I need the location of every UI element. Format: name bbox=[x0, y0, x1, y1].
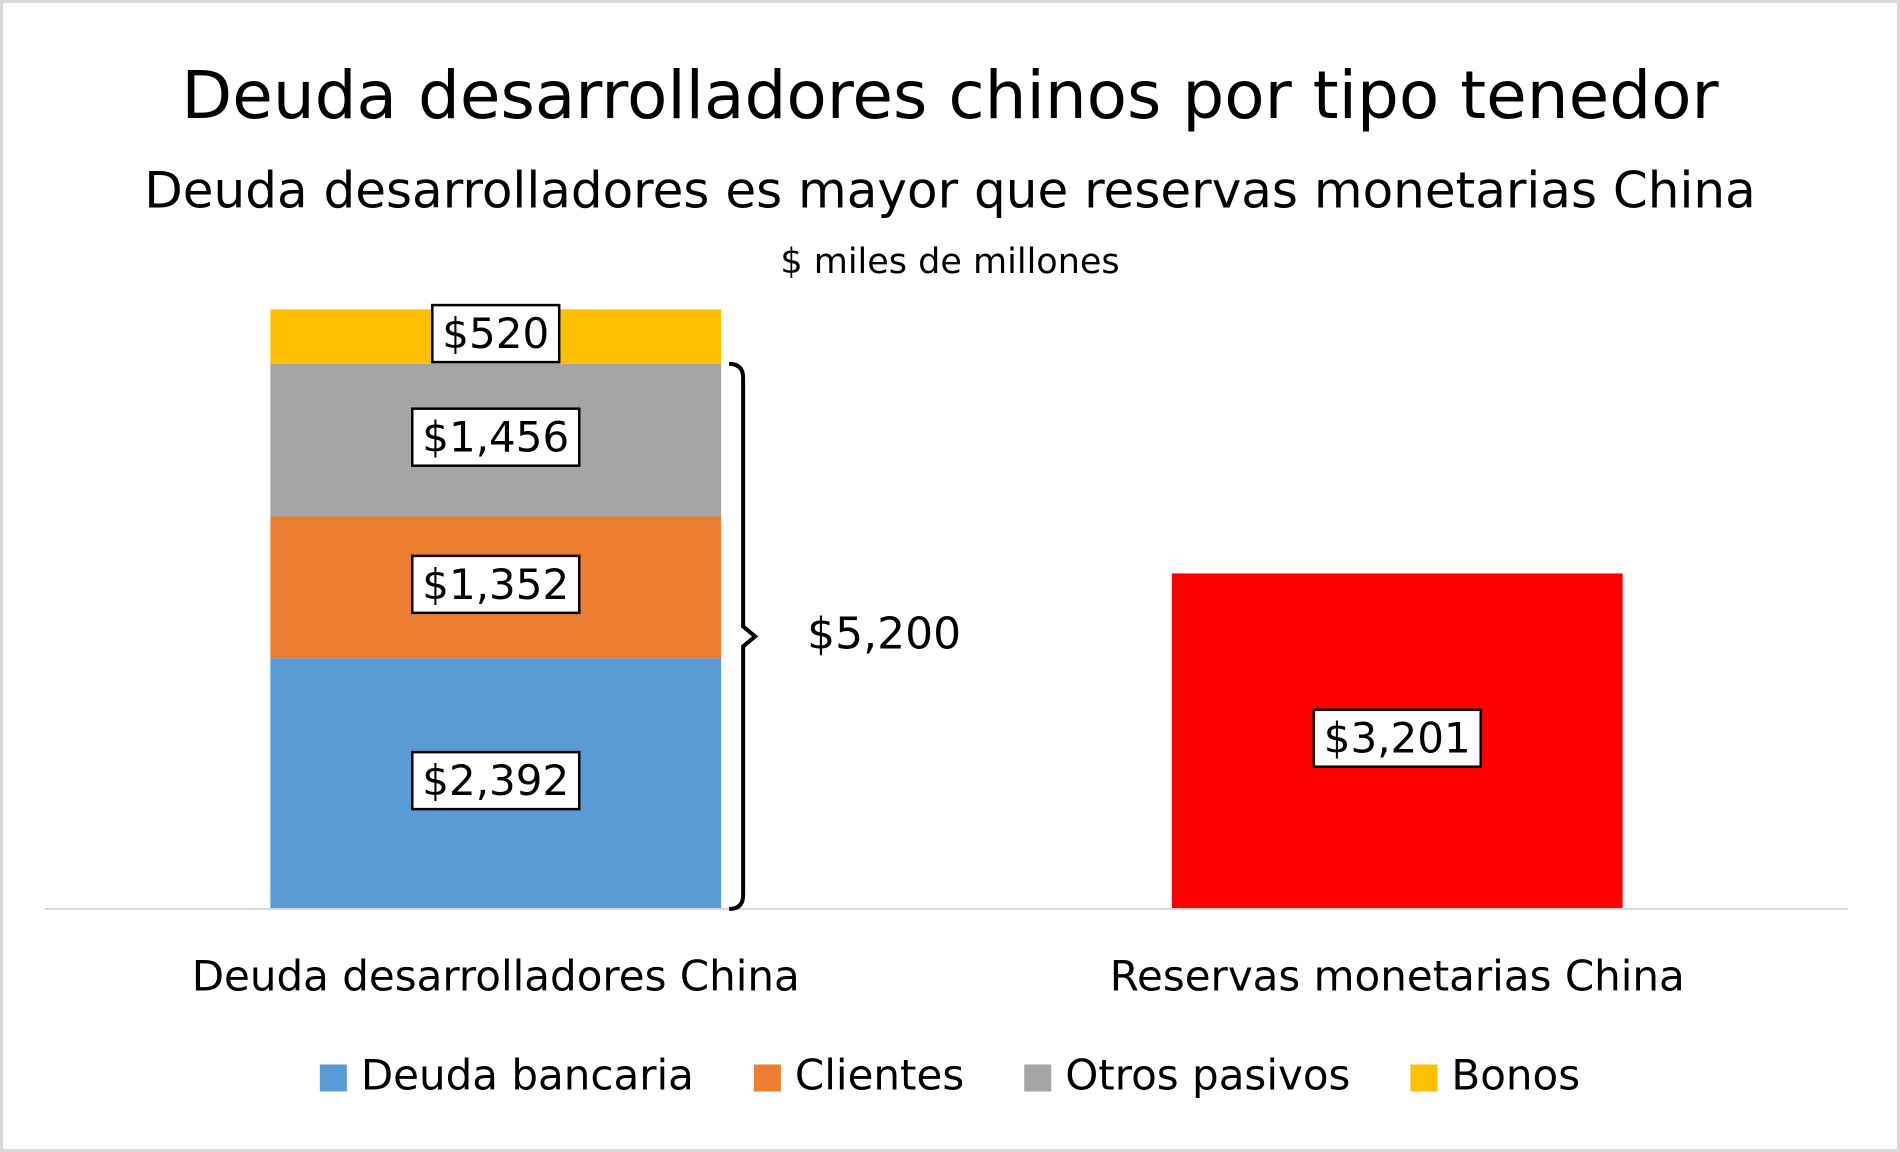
value-label-box bbox=[411, 750, 581, 811]
value-label: $1,352 bbox=[422, 560, 569, 609]
legend-label: Clientes bbox=[795, 1051, 964, 1100]
value-label: $3,201 bbox=[1324, 714, 1471, 763]
value-label: $520 bbox=[442, 309, 549, 358]
x-tick-label: Deuda desarrolladores China bbox=[192, 952, 800, 1001]
legend-label: Otros pasivos bbox=[1065, 1051, 1350, 1100]
value-label-box bbox=[411, 554, 581, 615]
total-label: $5,200 bbox=[807, 608, 961, 659]
unit-label: $ miles de millones bbox=[780, 242, 1119, 282]
x-tick-label: Reservas monetarias China bbox=[1110, 952, 1685, 1001]
chart-title: Deuda desarrolladores chinos por tipo te… bbox=[181, 57, 1719, 134]
legend-label: Bonos bbox=[1451, 1051, 1580, 1100]
legend-swatch bbox=[1410, 1064, 1438, 1092]
total-bracket bbox=[729, 361, 759, 911]
value-label: $1,456 bbox=[422, 413, 569, 462]
chart-subtitle: Deuda desarrolladores es mayor que reser… bbox=[144, 162, 1755, 220]
legend-swatch bbox=[319, 1064, 347, 1092]
value-label: $2,392 bbox=[422, 756, 569, 805]
value-label-box bbox=[431, 303, 561, 364]
value-label-box bbox=[1312, 708, 1482, 768]
legend-swatch bbox=[753, 1064, 781, 1092]
value-label-box bbox=[411, 407, 581, 467]
legend-swatch bbox=[1024, 1064, 1052, 1092]
legend-label: Deuda bancaria bbox=[361, 1051, 694, 1100]
